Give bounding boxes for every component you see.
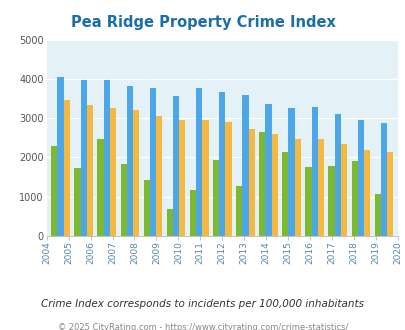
Bar <box>305 167 311 236</box>
Bar <box>380 123 386 236</box>
Bar <box>271 134 277 236</box>
Text: Crime Index corresponds to incidents per 100,000 inhabitants: Crime Index corresponds to incidents per… <box>41 299 364 309</box>
Bar <box>156 116 162 236</box>
Text: Pea Ridge Property Crime Index: Pea Ridge Property Crime Index <box>70 15 335 30</box>
Bar <box>340 144 346 236</box>
Bar <box>51 146 57 236</box>
Bar <box>357 120 363 236</box>
Bar <box>179 120 185 236</box>
Bar <box>363 149 369 236</box>
Bar <box>196 87 202 236</box>
Bar <box>311 107 317 236</box>
Bar <box>74 168 80 236</box>
Bar <box>133 110 139 236</box>
Bar <box>166 209 173 236</box>
Bar <box>202 120 208 236</box>
Bar <box>225 122 231 236</box>
Bar <box>57 77 64 236</box>
Bar <box>334 114 340 236</box>
Bar <box>386 151 392 236</box>
Bar <box>351 161 357 236</box>
Bar <box>173 96 179 236</box>
Bar <box>103 81 110 236</box>
Bar <box>374 193 380 236</box>
Bar <box>219 92 225 236</box>
Bar <box>235 186 242 236</box>
Bar <box>97 139 103 236</box>
Text: © 2025 CityRating.com - https://www.cityrating.com/crime-statistics/: © 2025 CityRating.com - https://www.city… <box>58 323 347 330</box>
Bar <box>328 166 334 236</box>
Bar <box>149 88 156 236</box>
Bar <box>143 180 149 236</box>
Bar <box>87 105 93 236</box>
Bar <box>258 132 265 236</box>
Bar <box>242 95 248 236</box>
Bar <box>248 129 254 236</box>
Bar <box>212 160 219 236</box>
Bar <box>64 100 70 236</box>
Bar <box>80 81 87 236</box>
Bar <box>288 108 294 236</box>
Bar <box>265 104 271 236</box>
Bar <box>281 152 288 236</box>
Bar <box>120 164 126 236</box>
Bar <box>294 139 300 236</box>
Bar <box>110 108 116 236</box>
Bar <box>190 190 196 236</box>
Bar <box>126 85 133 236</box>
Bar <box>317 139 323 236</box>
